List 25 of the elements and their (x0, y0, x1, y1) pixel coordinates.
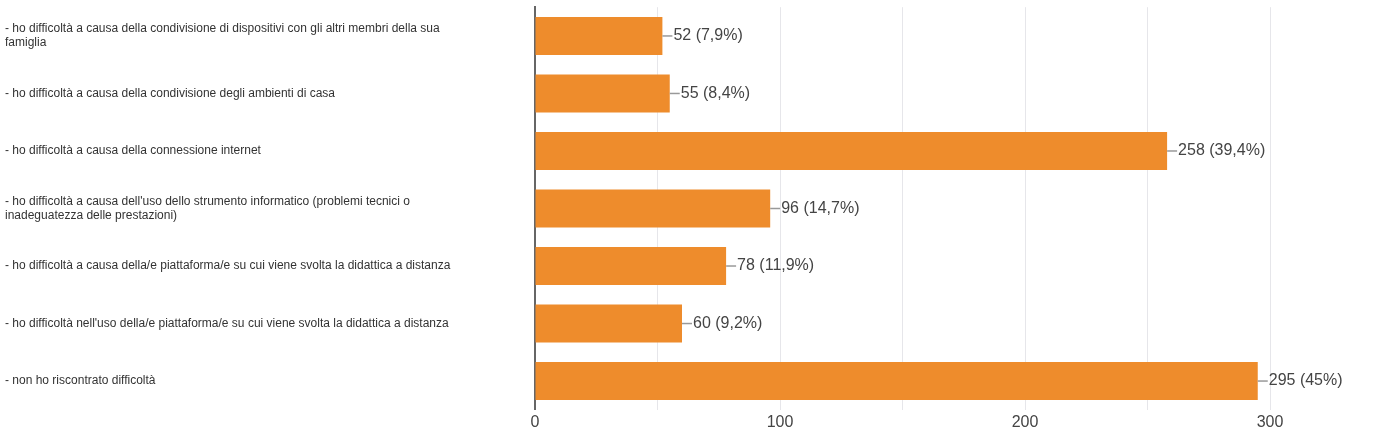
bar (535, 74, 670, 113)
data-label: 96 (14,7%) (781, 198, 860, 216)
x-tick-label: 300 (1256, 412, 1284, 430)
y-tick-label: - ho difficoltà a causa della condivisione degli ambienti di casa (5, 85, 336, 100)
data-label: 295 (45%) (1268, 371, 1343, 389)
bar (535, 304, 682, 343)
x-tick-label: 100 (766, 412, 794, 430)
data-label: 55 (8,4%) (680, 83, 751, 101)
x-tick-label: 200 (1011, 412, 1039, 430)
data-label: 258 (39,4%) (1178, 141, 1266, 159)
y-tick-label: - ho difficoltà nell'uso della/e piattaforma/e su cui viene svolta la didattica a distanza (5, 315, 449, 330)
bar (535, 132, 1168, 170)
bar (535, 247, 727, 285)
y-tick-label: - non ho riscontrato difficoltà (5, 373, 156, 388)
data-label: 52 (7,9%) (673, 26, 743, 44)
data-label: 78 (11,9%) (737, 256, 815, 274)
bar (535, 189, 771, 228)
y-tick-label: - ho difficoltà a causa dell'uso dello strumento informatico (problemi tecnici o inadeguatezza delle prestazioni) (5, 193, 411, 223)
y-tick-label: - ho difficoltà a causa della/e piattaforma/e su cui viene svolta la didattica a distanza (5, 258, 451, 273)
bar (535, 362, 1258, 401)
x-tick-label: 0 (530, 412, 540, 430)
data-label: 60 (9,2%) (693, 313, 763, 331)
bar (535, 16, 663, 55)
y-tick-label: - ho difficoltà a causa della connessione internet (5, 143, 262, 158)
y-tick-label: - ho difficoltà a causa della condivisione di dispositivi con gli altri membri della sua famiglia (5, 21, 440, 50)
